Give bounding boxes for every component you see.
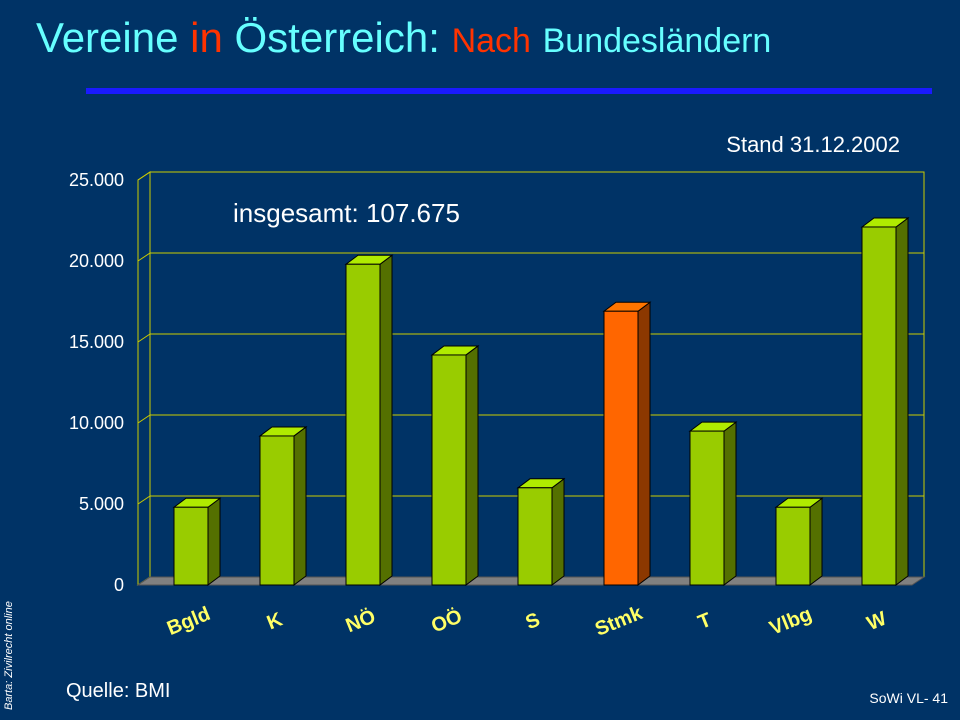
y-tick-label: 10.000 [69,413,124,433]
bar [861,226,897,586]
bar-side [379,254,393,586]
gridline-depth [137,414,151,424]
author-credit: Barta: Zivilrecht online [3,601,15,710]
x-category-label: T [695,609,715,634]
y-tick-label: 20.000 [69,251,124,271]
x-category-label: S [522,609,543,634]
bar-side [809,497,823,586]
bar [431,354,467,586]
x-category-label: NÖ [342,605,378,638]
source-label: Quelle: BMI [66,680,171,702]
slide-number: SoWi VL- 41 [869,690,948,706]
bar-side [465,344,479,586]
x-category-label: Bgld [164,603,213,640]
title-word-5: Bundesländern [542,22,772,60]
y-tick-label: 25.000 [69,170,124,190]
slide-title: Vereine in Österreich: Nach Bundesländer… [36,14,771,62]
bar [689,430,725,586]
bar-side [207,497,221,586]
date-label: Stand 31.12.2002 [726,132,900,157]
bar [775,506,811,586]
title-word-4: Nach [451,22,531,60]
bar [259,435,295,586]
title-word-3: Österreich: [234,14,440,61]
bar-side [293,425,307,586]
title-word-1: Vereine [36,14,179,61]
gridline-depth [137,333,151,343]
bar [603,310,639,586]
bar-side [637,301,651,586]
y-tick-label: 15.000 [69,332,124,352]
gridline-depth [137,495,151,505]
bar-side [551,477,565,586]
total-annotation: insgesamt: 107.675 [233,198,460,228]
title-underline [86,88,932,94]
x-category-label: Vlbg [767,603,815,640]
bar [517,487,553,586]
x-category-label: Stmk [592,602,646,641]
x-category-label: W [864,608,890,636]
bar [173,506,209,586]
bar-side [723,421,737,586]
gridline-depth [137,252,151,262]
plot-side-wall [137,171,151,586]
x-category-label: K [264,608,286,634]
gridline-depth [137,171,151,181]
title-word-2: in [190,14,223,61]
y-tick-label: 5.000 [79,494,124,514]
bar-side [895,216,909,586]
y-tick-label: 0 [114,575,124,595]
bar [345,263,381,586]
x-category-label: OÖ [428,604,465,637]
